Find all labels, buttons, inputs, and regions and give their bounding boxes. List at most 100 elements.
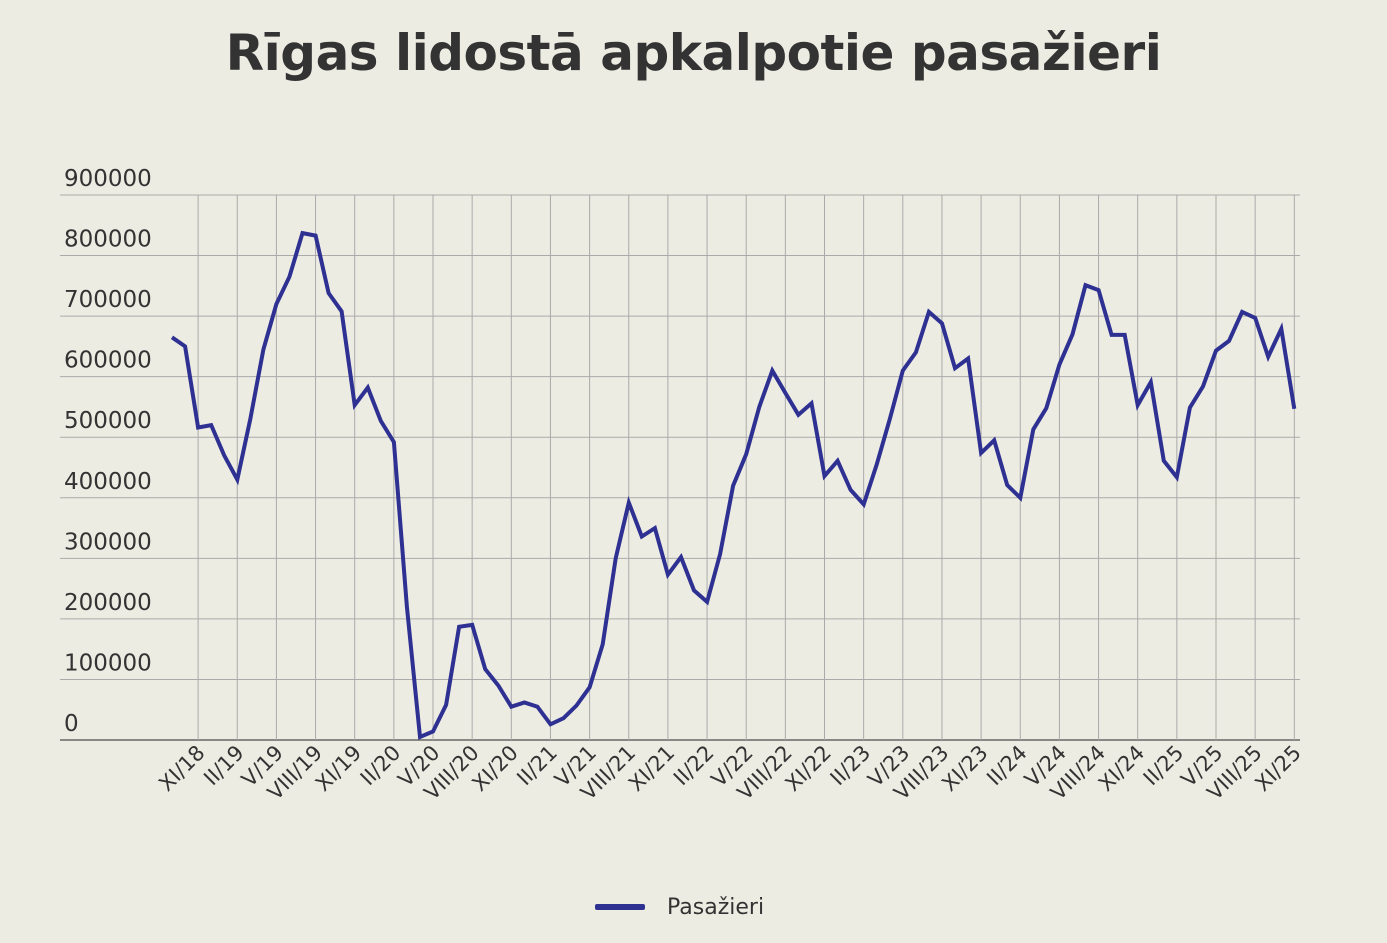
data-point (1201, 384, 1205, 388)
x-tick-label: II/22 (669, 741, 719, 791)
data-point (1057, 363, 1061, 367)
data-point (823, 474, 827, 478)
data-point (535, 705, 539, 709)
data-point (692, 588, 696, 592)
data-point (209, 423, 213, 427)
data-point (1149, 380, 1153, 384)
y-tick-label: 300000 (64, 529, 152, 555)
data-point (1279, 327, 1283, 331)
data-point (1110, 333, 1114, 337)
data-point (1175, 475, 1179, 479)
data-point (666, 573, 670, 577)
y-tick-label: 100000 (64, 650, 152, 676)
data-point (614, 556, 618, 560)
data-point (796, 413, 800, 417)
data-point (222, 453, 226, 457)
data-point (327, 291, 331, 295)
data-point (914, 350, 918, 354)
data-point (274, 302, 278, 306)
data-point (1136, 403, 1140, 407)
x-tick-label: II/19 (199, 741, 249, 791)
data-point (901, 369, 905, 373)
data-point (431, 730, 435, 734)
data-point (940, 321, 944, 325)
data-point (705, 600, 709, 604)
data-point (1018, 496, 1022, 500)
x-tick-label: XI/19 (311, 741, 366, 796)
y-tick-label: 900000 (64, 166, 152, 192)
data-point (509, 705, 513, 709)
data-point (653, 526, 657, 530)
x-tick-label: XI/18 (154, 741, 209, 796)
data-point (588, 685, 592, 689)
x-tick-label: II/25 (1139, 741, 1189, 791)
y-tick-label: 400000 (64, 469, 152, 495)
data-point (731, 484, 735, 488)
data-point (1253, 316, 1257, 320)
x-tick-label: II/21 (512, 741, 562, 791)
data-point (301, 231, 305, 235)
y-tick-label: 200000 (64, 590, 152, 616)
legend-swatch (595, 904, 645, 910)
data-point (1266, 355, 1270, 359)
x-tick-label: XI/21 (624, 741, 679, 796)
data-point (1097, 288, 1101, 292)
data-point (496, 684, 500, 688)
data-point (1070, 332, 1074, 336)
data-point (1005, 483, 1009, 487)
data-point (1292, 407, 1296, 411)
data-point (757, 405, 761, 409)
data-point (966, 357, 970, 361)
x-tick-label: II/23 (826, 741, 876, 791)
y-tick-label: 600000 (64, 348, 152, 374)
legend: Pasažieri (595, 892, 764, 922)
data-point (248, 417, 252, 421)
data-point (405, 605, 409, 609)
data-point (836, 459, 840, 463)
data-point (457, 625, 461, 629)
data-point (196, 426, 200, 430)
data-point (979, 451, 983, 455)
data-point (601, 642, 605, 646)
data-point (627, 501, 631, 505)
data-point (483, 667, 487, 671)
data-point (353, 403, 357, 407)
data-point (418, 735, 422, 739)
data-point (235, 478, 239, 482)
x-tick-label: XI/23 (937, 741, 992, 796)
data-point (562, 716, 566, 720)
data-point (1240, 310, 1244, 314)
data-point (470, 623, 474, 627)
x-tick-label: XI/20 (467, 741, 522, 796)
y-tick-label: 800000 (64, 227, 152, 253)
data-point (548, 722, 552, 726)
data-point (314, 234, 318, 238)
data-point (1084, 283, 1088, 287)
data-point (809, 401, 813, 405)
chart-title: Rīgas lidostā apkalpotie pasažieri (225, 24, 1162, 82)
data-point (444, 703, 448, 707)
data-point (1123, 333, 1127, 337)
data-point (340, 309, 344, 313)
data-point (718, 552, 722, 556)
data-point (744, 452, 748, 456)
data-point (1188, 406, 1192, 410)
x-tick-label: II/24 (982, 741, 1032, 791)
data-point (679, 555, 683, 559)
data-point (1214, 349, 1218, 353)
data-point (992, 438, 996, 442)
y-tick-label: 500000 (64, 408, 152, 434)
data-point (366, 386, 370, 390)
x-tick-label: XI/25 (1250, 741, 1305, 796)
data-point (261, 347, 265, 351)
data-point (1162, 459, 1166, 463)
data-point (953, 366, 957, 370)
data-point (640, 535, 644, 539)
data-point (862, 502, 866, 506)
x-tick-label: XI/22 (781, 741, 836, 796)
data-point (770, 369, 774, 373)
data-point (522, 700, 526, 704)
data-point (783, 391, 787, 395)
series-line (170, 230, 1297, 740)
